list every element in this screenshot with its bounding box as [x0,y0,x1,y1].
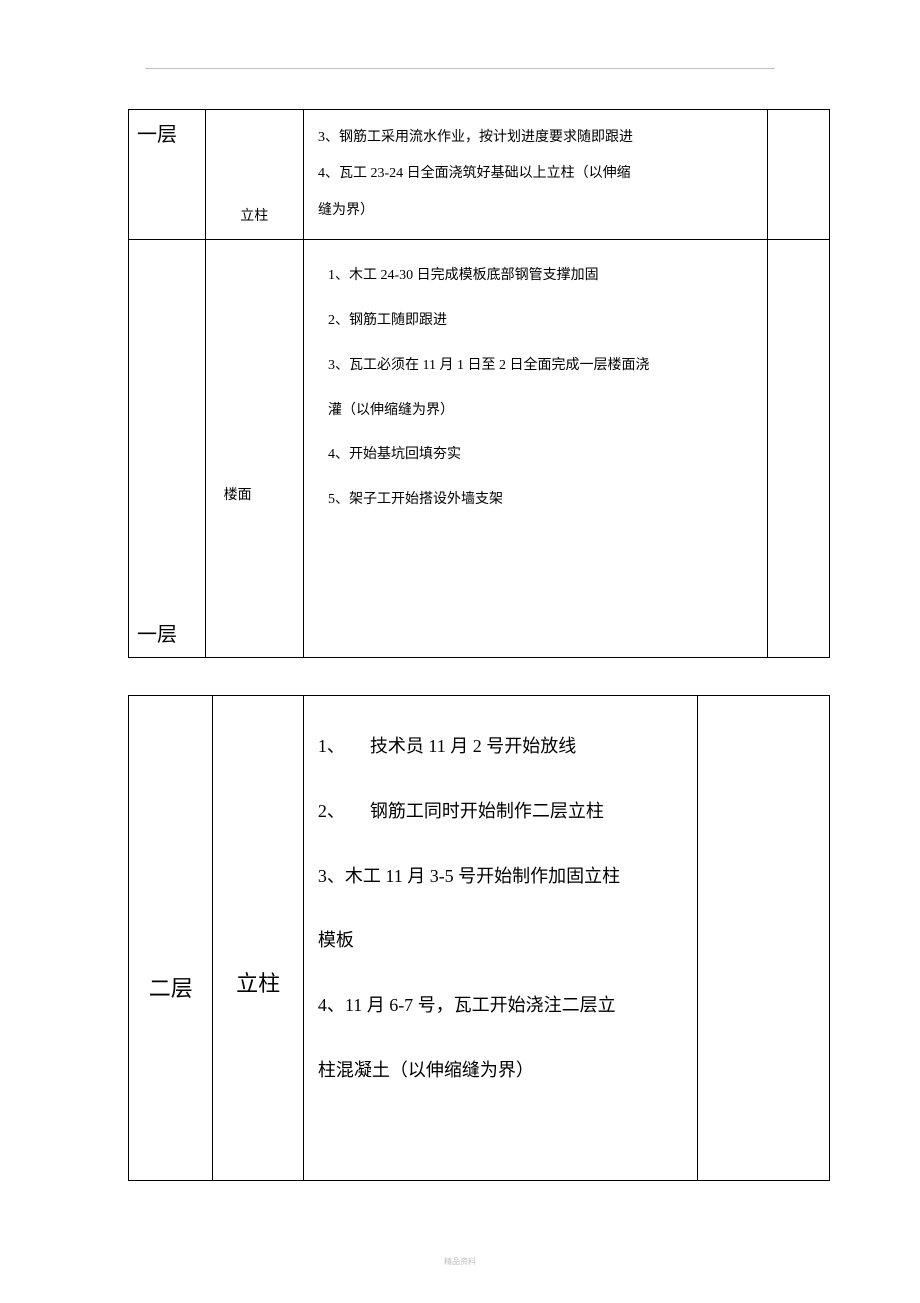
remark-cell [767,240,829,658]
task-cell: 1、技术员 11 月 2 号开始放线 2、钢筋工同时开始制作二层立柱 3、木工 … [303,696,697,1181]
subpart-label: 楼面 [206,394,303,504]
list-item: 1、技术员 11 月 2 号开始放线 [318,714,687,779]
header-rule [145,68,775,69]
subpart-label: 立柱 [206,205,303,239]
task-line: 1、木工 24-30 日完成模板底部钢管支撑加固 [328,254,753,299]
task-cell: 1、木工 24-30 日完成模板底部钢管支撑加固 2、钢筋工随即跟进 3、瓦工必… [304,240,768,658]
floor-label: 一层 [129,618,205,657]
table-row: 二层 立柱 1、技术员 11 月 2 号开始放线 2、钢筋工同时开始制作二层立柱… [129,696,830,1181]
task-line: 缝为界） [318,193,753,229]
task-line: 3、瓦工必须在 11 月 1 日至 2 日全面完成一层楼面浇 [328,344,753,389]
numbered-list: 1、技术员 11 月 2 号开始放线 2、钢筋工同时开始制作二层立柱 [318,714,687,844]
floor-label: 二层 [129,873,212,1003]
item-text: 技术员 11 月 2 号开始放线 [370,736,576,756]
task-line: 3、钢筋工采用流水作业，按计划进度要求随即跟进 [318,120,753,156]
floor-cell: 一层 [129,110,206,240]
item-text: 钢筋工同时开始制作二层立柱 [370,801,604,821]
subpart-cell: 立柱 [205,110,303,240]
task-line: 模板 [318,908,687,973]
task-content: 3、钢筋工采用流水作业，按计划进度要求随即跟进 4、瓦工 23-24 日全面浇筑… [304,110,767,239]
item-number: 1、 [318,714,370,779]
schedule-table-2: 二层 立柱 1、技术员 11 月 2 号开始放线 2、钢筋工同时开始制作二层立柱… [128,695,830,1181]
remark-cell [767,110,829,240]
table-row: 一层 立柱 3、钢筋工采用流水作业，按计划进度要求随即跟进 4、瓦工 23-24… [129,110,830,240]
subpart-cell: 楼面 [205,240,303,658]
subpart-label: 立柱 [213,878,302,998]
task-cell: 3、钢筋工采用流水作业，按计划进度要求随即跟进 4、瓦工 23-24 日全面浇筑… [304,110,768,240]
task-content: 1、技术员 11 月 2 号开始放线 2、钢筋工同时开始制作二层立柱 3、木工 … [304,696,697,1103]
document-page: 一层 立柱 3、钢筋工采用流水作业，按计划进度要求随即跟进 4、瓦工 23-24… [0,0,920,1303]
task-line: 3、木工 11 月 3-5 号开始制作加固立柱 [318,844,687,909]
task-line: 柱混凝土（以伸缩缝为界） [318,1038,687,1103]
task-line: 2、钢筋工随即跟进 [328,299,753,344]
footer-watermark: 精品资料 [0,1256,920,1267]
subpart-cell: 立柱 [213,696,303,1181]
task-line: 4、开始基坑回填夯实 [328,433,753,478]
task-content: 1、木工 24-30 日完成模板底部钢管支撑加固 2、钢筋工随即跟进 3、瓦工必… [304,240,767,523]
table-row: 一层 楼面 1、木工 24-30 日完成模板底部钢管支撑加固 2、钢筋工随即跟进… [129,240,830,658]
task-line: 4、瓦工 23-24 日全面浇筑好基础以上立柱（以伸缩 [318,156,753,192]
remark-cell [698,696,830,1181]
schedule-table-1: 一层 立柱 3、钢筋工采用流水作业，按计划进度要求随即跟进 4、瓦工 23-24… [128,109,830,658]
floor-cell: 一层 [129,240,206,658]
task-line: 4、11 月 6-7 号，瓦工开始浇注二层立 [318,973,687,1038]
floor-cell: 二层 [129,696,213,1181]
floor-label: 一层 [129,110,205,147]
task-line: 灌（以伸缩缝为界） [328,389,753,434]
item-number: 2、 [318,779,370,844]
list-item: 2、钢筋工同时开始制作二层立柱 [318,779,687,844]
task-line: 5、架子工开始搭设外墙支架 [328,478,753,523]
